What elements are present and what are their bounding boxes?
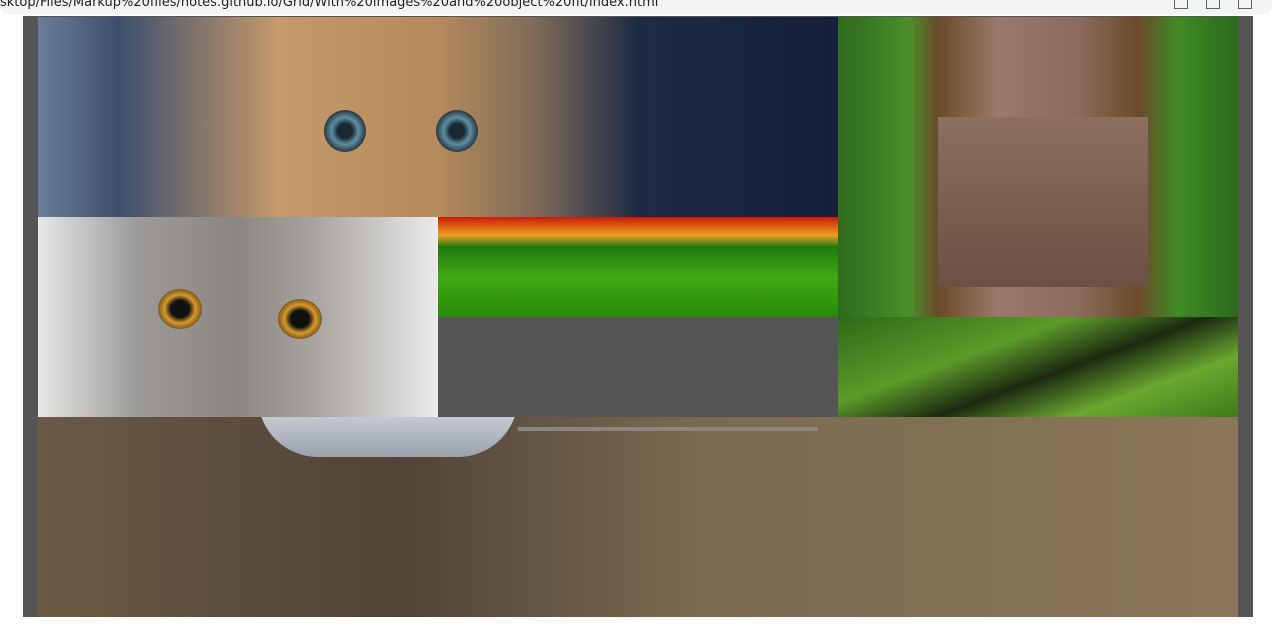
sand-watch-image	[38, 417, 1238, 617]
icon[interactable]	[1238, 0, 1252, 9]
gray-cat-image	[38, 217, 438, 417]
url-text[interactable]: sktop/Files/Markup%20files/notes.github.…	[0, 0, 659, 10]
kitten-image	[38, 17, 838, 217]
toolbar-icons	[1174, 0, 1252, 9]
field-image	[438, 217, 838, 317]
icon[interactable]	[1206, 0, 1220, 9]
icon[interactable]	[1174, 0, 1188, 9]
address-bar[interactable]: sktop/Files/Markup%20files/notes.github.…	[0, 0, 1272, 14]
bridge-image	[838, 17, 1238, 317]
stream-image	[838, 317, 1238, 417]
